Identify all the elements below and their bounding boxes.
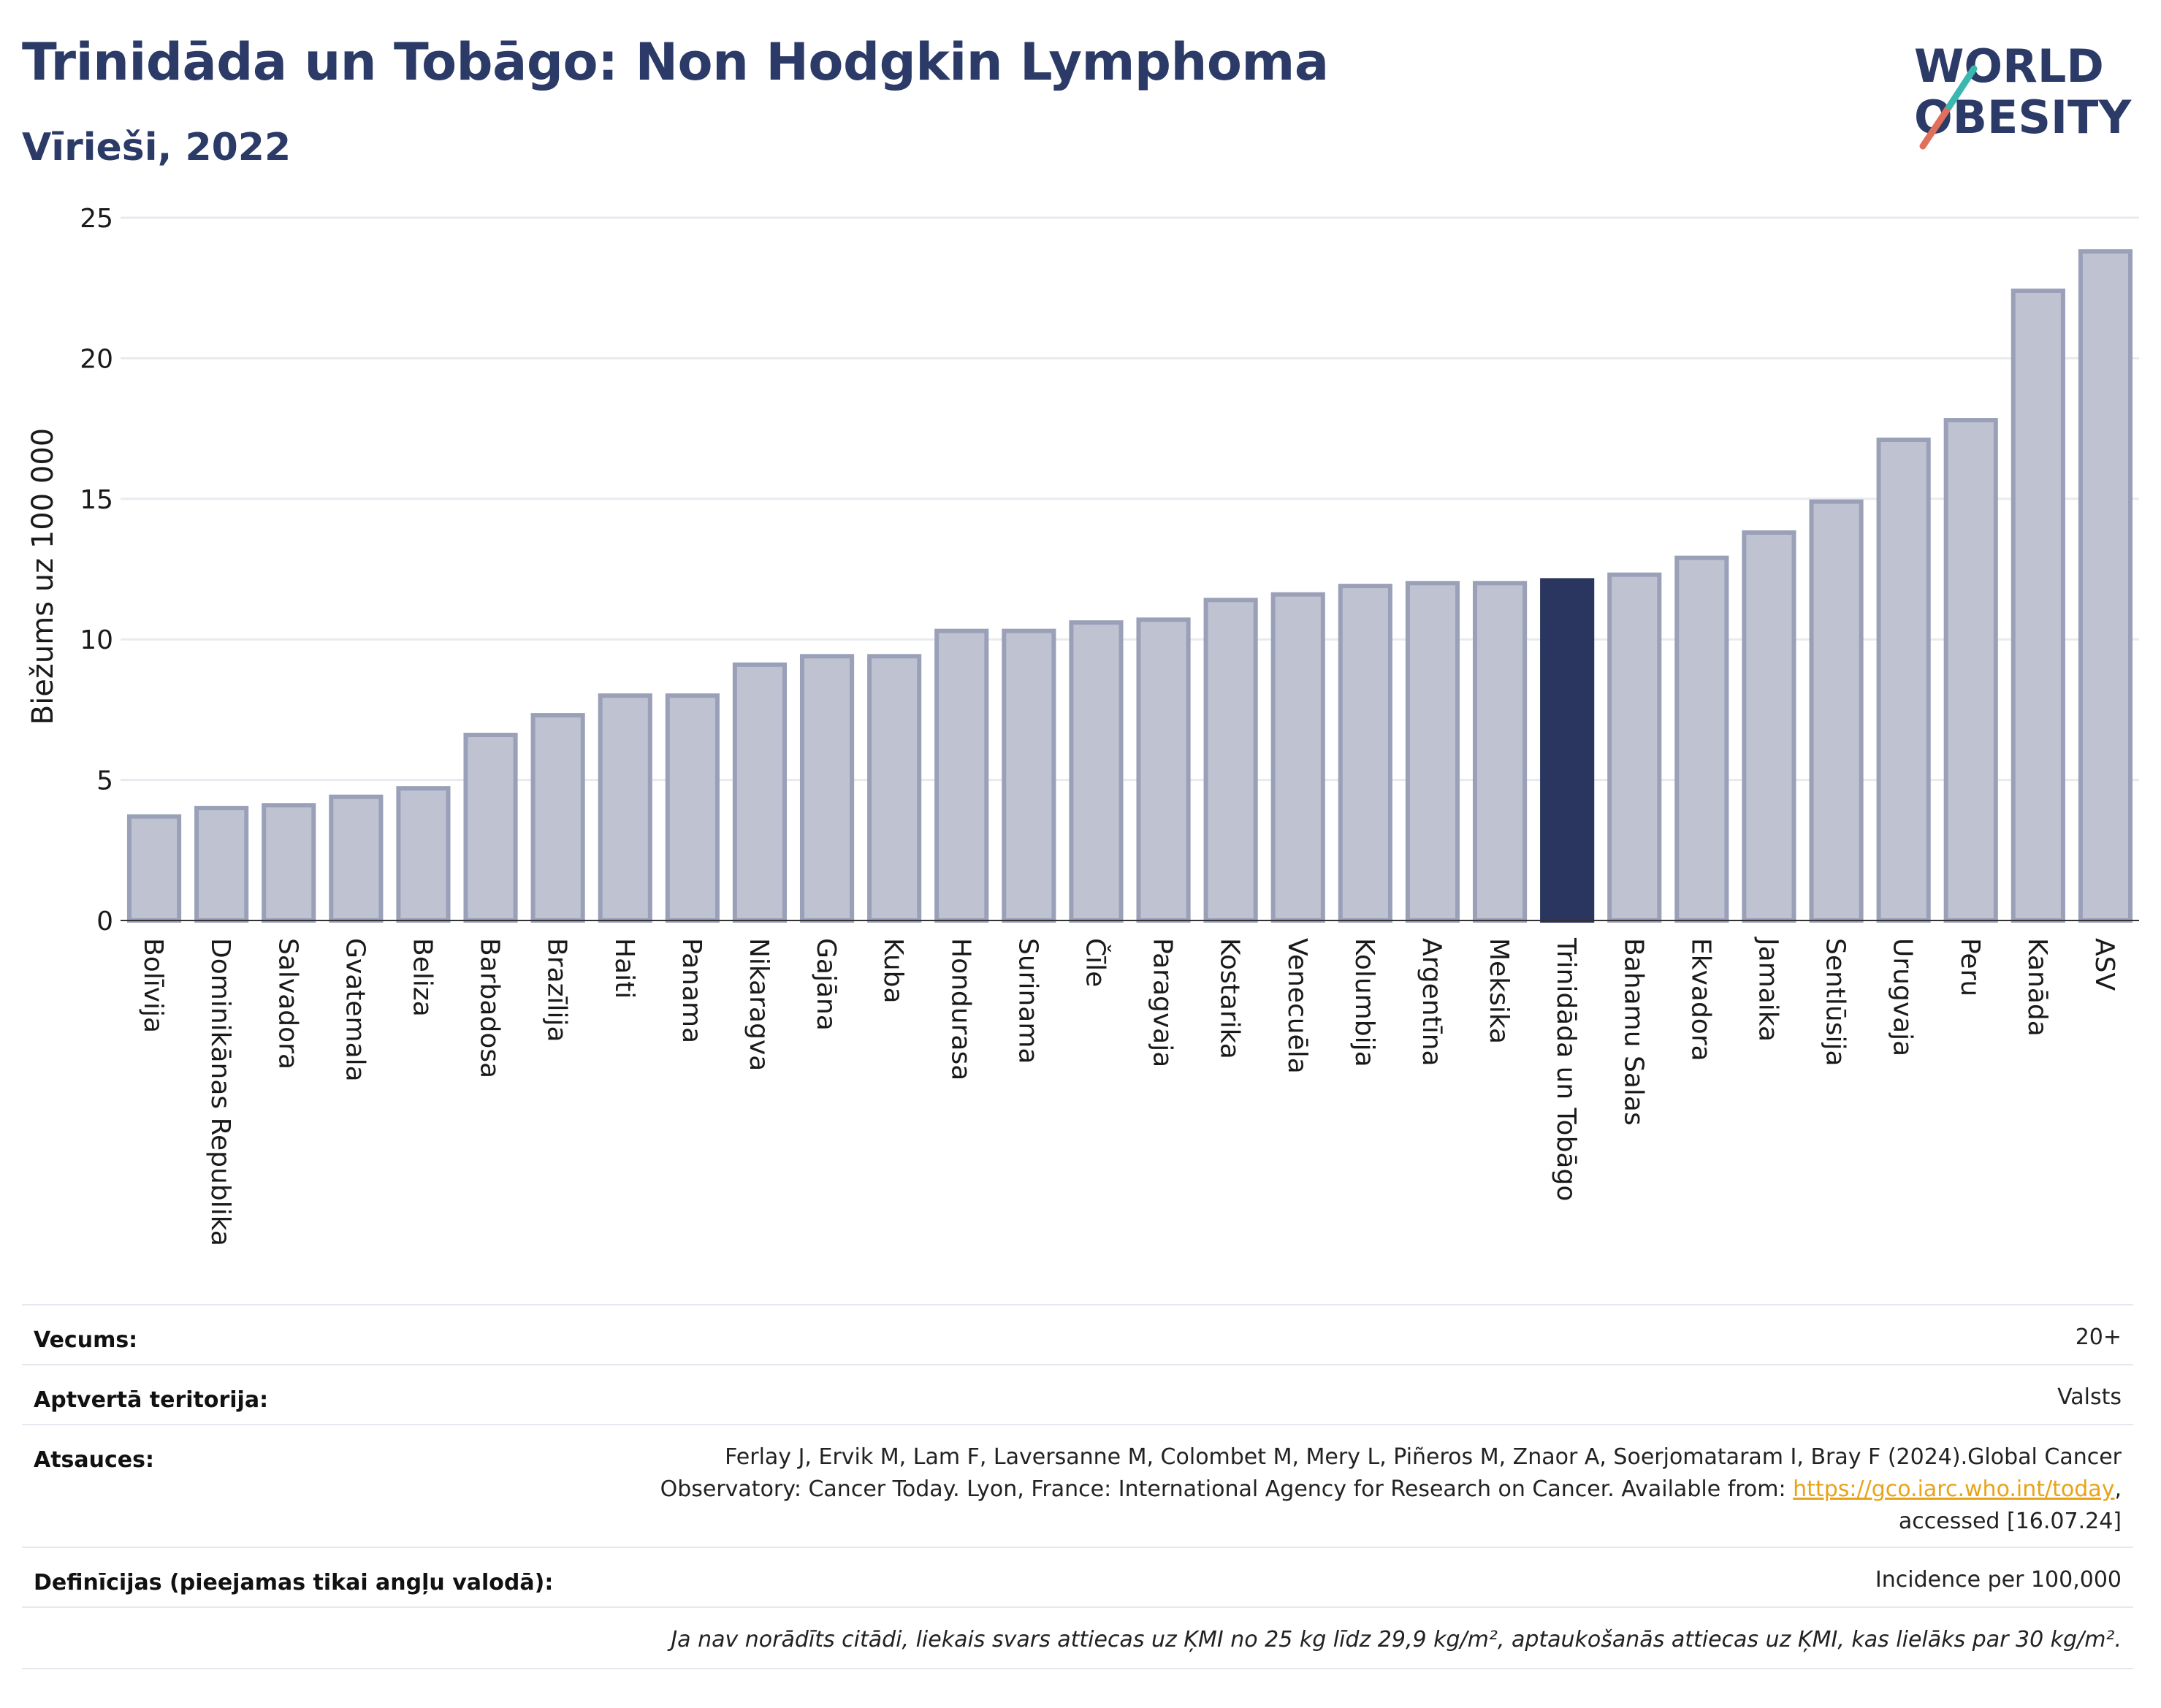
bar-Meksika bbox=[1472, 581, 1528, 923]
bar-Beliza bbox=[396, 786, 451, 923]
info-row-age: Vecums: 20+ bbox=[22, 1304, 2133, 1365]
x-tick-label-Trinidāda un Tobāgo: Trinidāda un Tobāgo bbox=[1551, 937, 1581, 1201]
gridlines bbox=[121, 216, 2139, 782]
age-label: Vecums: bbox=[34, 1327, 138, 1353]
x-tick-label-Panama: Panama bbox=[676, 938, 706, 1043]
bar-Kuba bbox=[867, 654, 922, 923]
bar-Argentīna bbox=[1405, 581, 1460, 923]
x-tick-label-Argentīna: Argentīna bbox=[1417, 938, 1447, 1067]
y-axis-label: Biežums uz 100 000 bbox=[26, 428, 60, 725]
bar-Haiti bbox=[598, 693, 652, 923]
bar-Kanāda bbox=[2011, 289, 2065, 923]
territory-value: Valsts bbox=[2057, 1384, 2122, 1410]
x-tick-label-Dominikānas Republika: Dominikānas Republika bbox=[205, 938, 235, 1246]
bar-Gajāna bbox=[799, 654, 855, 923]
x-tick-label-ASV: ASV bbox=[2089, 938, 2119, 991]
bar-Urugvaja bbox=[1876, 437, 1931, 923]
x-tick-label-Kanāda: Kanāda bbox=[2022, 938, 2052, 1037]
chart-subtitle: Vīrieši, 2022 bbox=[22, 126, 291, 169]
y-tick-label-20: 20 bbox=[80, 344, 113, 374]
definitions-value: Incidence per 100,000 bbox=[1875, 1567, 2122, 1593]
footnote: Ja nav norādīts citādi, liekais svars at… bbox=[671, 1627, 2122, 1652]
x-tick-label-Sentlūsija: Sentlūsija bbox=[1821, 938, 1851, 1067]
world-obesity-logo: WORLD OBESITY bbox=[1914, 39, 2132, 150]
logo-slash-red bbox=[1919, 103, 1953, 150]
bar-ASV bbox=[2078, 249, 2133, 923]
references-value: Ferlay J, Ervik M, Lam F, Laversanne M, … bbox=[660, 1441, 2122, 1538]
age-value: 20+ bbox=[2075, 1324, 2122, 1350]
x-tick-label-Brazīlija: Brazīlija bbox=[542, 938, 572, 1042]
bar-Hondurasa bbox=[934, 628, 989, 923]
info-table: Vecums: 20+ Aptvertā teritorija: Valsts … bbox=[22, 1304, 2133, 1684]
bar-Barbadosa bbox=[463, 733, 518, 923]
references-line1: Ferlay J, Ervik M, Lam F, Laversanne M, … bbox=[725, 1444, 2122, 1470]
bar-Nikaragva bbox=[732, 662, 788, 923]
y-tick-label-10: 10 bbox=[80, 625, 113, 655]
bar-Bahamu Salas bbox=[1607, 572, 1662, 923]
bar-Sentlūsija bbox=[1809, 499, 1864, 923]
bar-chart: 0 5 10 15 20 25 Bolīvija Dominikānas Republika… bbox=[26, 204, 2139, 1246]
x-axis-labels: Bolīvija Dominikānas Republika Salvadora Gv… bbox=[138, 937, 2119, 1246]
info-row-note: Ja nav norādīts citādi, liekais svars at… bbox=[22, 1606, 2133, 1669]
x-tick-label-Kolumbija: Kolumbija bbox=[1349, 938, 1379, 1067]
logo-slash-teal bbox=[1945, 65, 1978, 110]
references-line3: accessed [16.07.24] bbox=[1898, 1509, 2122, 1534]
x-tick-label-Ekvadora: Ekvadora bbox=[1685, 938, 1715, 1061]
x-tick-label-Hondurasa: Hondurasa bbox=[945, 938, 975, 1080]
x-tick-label-Beliza: Beliza bbox=[407, 938, 437, 1017]
bar-Dominikānas Republika bbox=[194, 806, 249, 923]
y-axis-ticks: 0 5 10 15 20 25 bbox=[80, 204, 113, 937]
x-tick-label-Nikaragva: Nikaragva bbox=[744, 938, 774, 1071]
x-tick-label-Kuba: Kuba bbox=[878, 938, 908, 1004]
x-tick-label-Surinama: Surinama bbox=[1013, 938, 1043, 1064]
bar-Venecuēla bbox=[1270, 592, 1325, 923]
y-tick-label-15: 15 bbox=[80, 485, 113, 515]
x-tick-label-Barbadosa: Barbadosa bbox=[475, 938, 505, 1078]
bar-Čīle bbox=[1069, 620, 1124, 923]
info-row-definitions: Definīcijas (pieejamas tikai angļu valod… bbox=[22, 1547, 2133, 1608]
x-tick-label-Kostarika: Kostarika bbox=[1215, 938, 1245, 1059]
x-tick-label-Gajāna: Gajāna bbox=[811, 938, 841, 1031]
x-tick-label-Bolīvija: Bolīvija bbox=[138, 938, 168, 1033]
x-tick-label-Paragvaja: Paragvaja bbox=[1148, 938, 1178, 1067]
bar-Salvadora bbox=[262, 803, 316, 923]
references-line2: Observatory: Cancer Today. Lyon, France:… bbox=[660, 1476, 2122, 1502]
bar-Surinama bbox=[1002, 628, 1056, 923]
info-row-references: Atsauces: Ferlay J, Ervik M, Lam F, Lave… bbox=[22, 1424, 2133, 1548]
bar-Gvatemala bbox=[329, 794, 384, 923]
bar-Kolumbija bbox=[1338, 584, 1392, 923]
bar-Jamaika bbox=[1742, 530, 1796, 923]
x-tick-label-Jamaika: Jamaika bbox=[1753, 937, 1783, 1042]
chart-title: Trinidāda un Tobāgo: Non Hodgkin Lymphom… bbox=[22, 32, 1329, 92]
references-label: Atsauces: bbox=[34, 1447, 154, 1473]
x-tick-label-Čīle: Čīle bbox=[1080, 938, 1110, 987]
territory-label: Aptvertā teritorija: bbox=[34, 1387, 269, 1413]
bar-Kostarika bbox=[1203, 598, 1258, 923]
x-tick-label-Haiti: Haiti bbox=[609, 938, 639, 999]
bar-Panama bbox=[665, 693, 720, 923]
bar-Trinidāda un Tobāgo bbox=[1540, 578, 1595, 923]
x-tick-label-Gvatemala: Gvatemala bbox=[340, 938, 370, 1082]
y-tick-label-0: 0 bbox=[96, 907, 113, 937]
definitions-label: Definīcijas (pieejamas tikai angļu valod… bbox=[34, 1570, 554, 1595]
bar-Paragvaja bbox=[1136, 617, 1191, 923]
logo-line1: WORLD bbox=[1914, 39, 2104, 93]
bar-Brazīlija bbox=[530, 713, 585, 923]
x-tick-label-Salvadora: Salvadora bbox=[272, 938, 302, 1070]
x-tick-label-Venecuēla: Venecuēla bbox=[1282, 938, 1312, 1074]
x-tick-label-Bahamu Salas: Bahamu Salas bbox=[1618, 938, 1648, 1126]
x-tick-label-Urugvaja: Urugvaja bbox=[1888, 938, 1918, 1056]
bar-Ekvadora bbox=[1674, 555, 1729, 923]
y-tick-label-25: 25 bbox=[80, 204, 113, 234]
x-tick-label-Meksika: Meksika bbox=[1484, 938, 1514, 1044]
bar-Bolīvija bbox=[126, 814, 182, 923]
bar-Peru bbox=[1943, 418, 1998, 923]
y-tick-label-5: 5 bbox=[96, 766, 113, 796]
info-row-territory: Aptvertā teritorija: Valsts bbox=[22, 1364, 2133, 1425]
x-tick-label-Peru: Peru bbox=[1955, 938, 1985, 996]
references-link[interactable]: https://gco.iarc.who.int/today bbox=[1793, 1476, 2115, 1502]
bars bbox=[126, 249, 2133, 923]
